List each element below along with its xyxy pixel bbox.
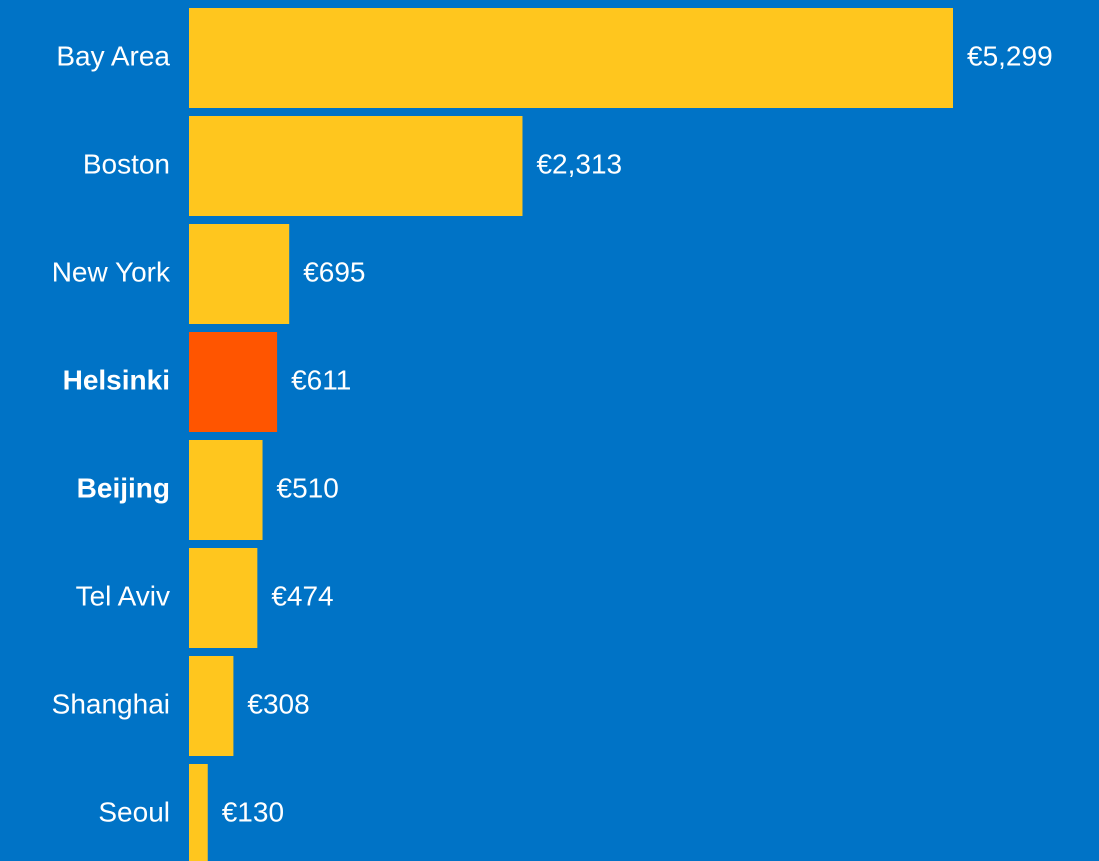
- bar: [189, 224, 290, 324]
- value-label: €308: [247, 688, 309, 719]
- category-label: Tel Aviv: [76, 580, 170, 611]
- category-label: Shanghai: [52, 688, 170, 719]
- bar: [189, 116, 523, 216]
- bar: [189, 440, 263, 540]
- value-label: €611: [291, 364, 351, 395]
- category-label: Beijing: [77, 472, 170, 503]
- category-label: Bay Area: [56, 40, 170, 71]
- value-label: €510: [277, 472, 339, 503]
- bar: [189, 8, 953, 108]
- value-label: €695: [303, 256, 365, 287]
- category-label: Seoul: [98, 796, 170, 827]
- value-label: €130: [222, 796, 284, 827]
- value-label: €5,299: [967, 40, 1053, 71]
- category-label: Helsinki: [63, 364, 170, 395]
- bar: [189, 764, 208, 861]
- bar: [189, 332, 278, 432]
- category-label: New York: [52, 256, 171, 287]
- bar: [189, 548, 258, 648]
- category-label: Boston: [83, 148, 170, 179]
- value-label: €2,313: [536, 148, 622, 179]
- bar: [189, 656, 234, 756]
- value-label: €474: [271, 580, 333, 611]
